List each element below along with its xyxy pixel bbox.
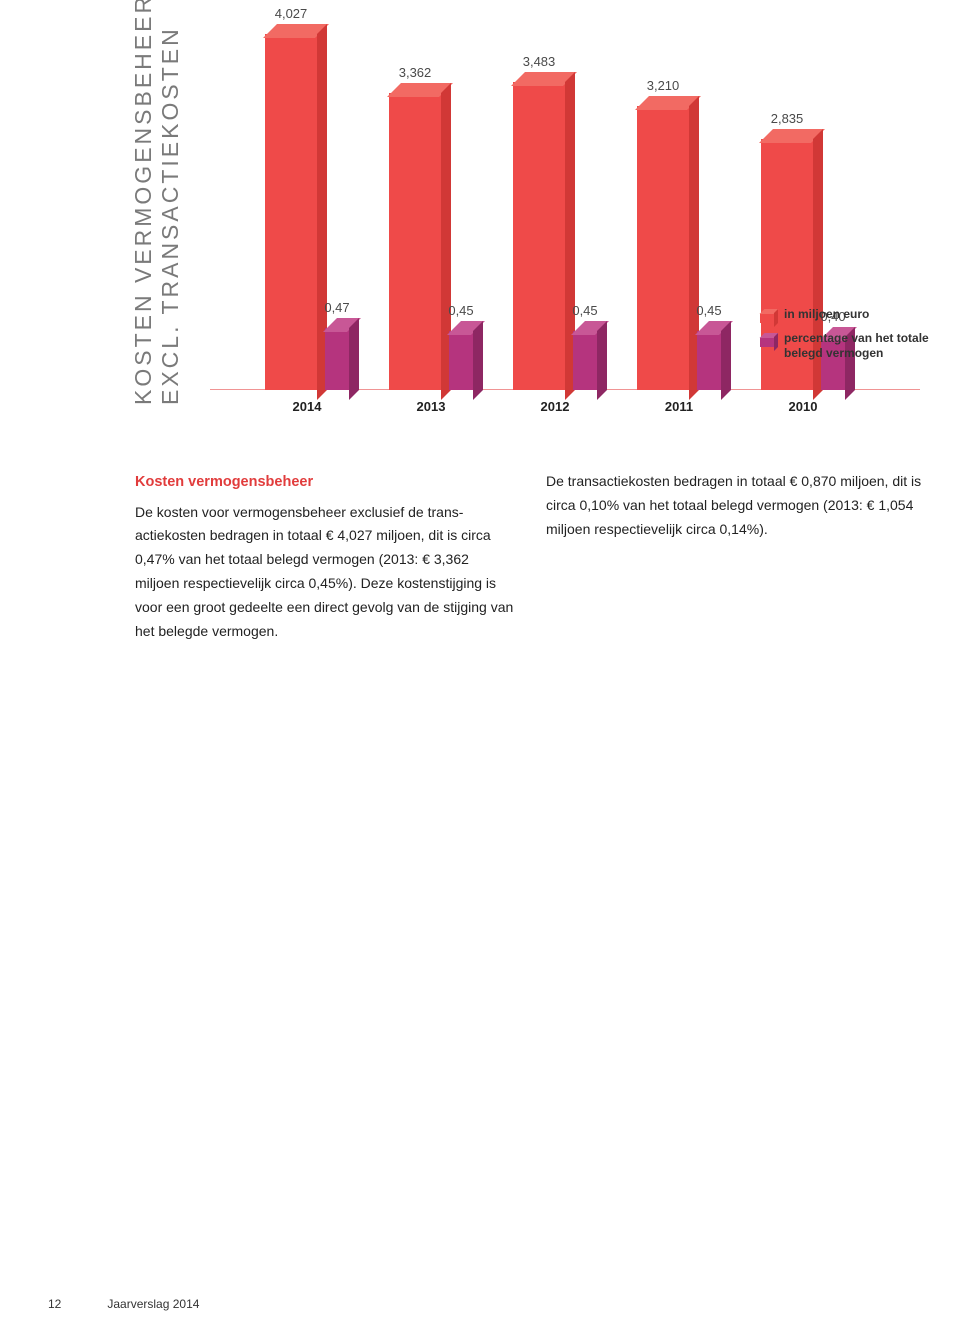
percentage-bar: 0,45	[449, 331, 473, 390]
x-axis-label: 2012	[513, 399, 597, 414]
cost-bar: 4,027	[265, 34, 317, 390]
paragraph-right: De transactiekosten bedragen in totaal €…	[546, 470, 925, 541]
bar-chart: 4,027 0,47 3,362 0,45 3,483 0,45 3,210 0,45 2,83…	[130, 0, 930, 390]
x-axis-label: 2014	[265, 399, 349, 414]
cost-bar-label: 4,027	[275, 6, 308, 21]
x-axis-label: 2010	[761, 399, 845, 414]
legend-swatch-icon	[760, 309, 774, 323]
cost-bar-label: 3,483	[523, 54, 556, 69]
cost-bar: 3,210	[637, 106, 689, 390]
chart-container: 4,027 0,47 3,362 0,45 3,483 0,45 3,210 0,45 2,83…	[130, 0, 930, 410]
percentage-bar-label: 0,45	[572, 303, 597, 318]
legend-text: percentage van het totale belegd vermoge…	[784, 331, 930, 362]
cost-bar: 3,483	[513, 82, 565, 390]
percentage-bar: 0,45	[573, 331, 597, 390]
x-axis-labels: 2014 2013 2012 2011 2010	[265, 399, 845, 414]
text-column-right: De transactiekosten bedragen in totaal €…	[546, 470, 925, 643]
legend-item: in miljoen euro	[760, 307, 930, 323]
x-axis-label: 2011	[637, 399, 721, 414]
text-section: Kosten vermogensbeheer De kosten voor ve…	[135, 470, 925, 643]
footer-doc-title: Jaarverslag 2014	[107, 1297, 199, 1311]
percentage-bar-label: 0,45	[696, 303, 721, 318]
bar-group: 3,362 0,45	[389, 93, 473, 390]
page-number: 12	[48, 1297, 61, 1311]
legend-text: in miljoen euro	[784, 307, 869, 323]
legend-swatch-icon	[760, 333, 774, 347]
percentage-bar-label: 0,45	[448, 303, 473, 318]
cost-bar-label: 2,835	[771, 111, 804, 126]
cost-bar: 3,362	[389, 93, 441, 390]
page-footer: 12 Jaarverslag 2014	[48, 1297, 199, 1311]
chart-legend: in miljoen euro percentage van het totale…	[760, 307, 930, 370]
page: KOSTEN VERMOGENSBEHEER, EXCL. TRANSACTIE…	[0, 0, 960, 1337]
percentage-bar-label: 0,47	[324, 300, 349, 315]
cost-bar-label: 3,210	[647, 78, 680, 93]
bar-group: 3,483 0,45	[513, 82, 597, 390]
legend-item: percentage van het totale belegd vermoge…	[760, 331, 930, 362]
bars-row: 4,027 0,47 3,362 0,45 3,483 0,45 3,210 0,45 2,83…	[265, 34, 845, 390]
x-axis-label: 2013	[389, 399, 473, 414]
cost-bar-label: 3,362	[399, 65, 432, 80]
text-column-left: Kosten vermogensbeheer De kosten voor ve…	[135, 470, 514, 643]
percentage-bar: 0,45	[697, 331, 721, 390]
bar-group: 3,210 0,45	[637, 106, 721, 390]
bar-group: 4,027 0,47	[265, 34, 349, 390]
percentage-bar: 0,47	[325, 328, 349, 390]
section-heading: Kosten vermogensbeheer	[135, 470, 514, 495]
paragraph-left: De kosten voor vermogensbeheer exclusief…	[135, 501, 514, 644]
